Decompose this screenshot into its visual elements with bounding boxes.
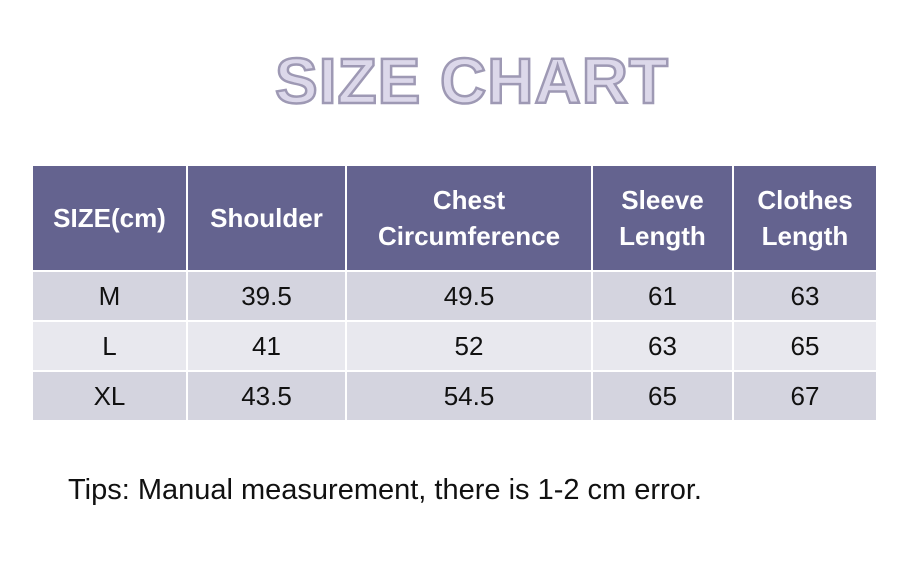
measurement-cell: 41 (188, 322, 345, 370)
header-row: SIZE(cm) Shoulder Chest Circumference Sleev… (33, 166, 876, 270)
column-header: Clothes Length (734, 166, 876, 270)
measurement-cell: 67 (734, 372, 876, 420)
table-body: M 39.5 49.5 61 63 L 41 52 63 65 XL 43.5 54.5 65 67 (33, 272, 876, 420)
size-cell: M (33, 272, 186, 320)
measurement-cell: 63 (734, 272, 876, 320)
table-row: M 39.5 49.5 61 63 (33, 272, 876, 320)
table-header: SIZE(cm) Shoulder Chest Circumference Sleev… (33, 166, 876, 270)
measurement-cell: 54.5 (347, 372, 591, 420)
table-row: L 41 52 63 65 (33, 322, 876, 370)
tips-text: Tips: Manual measurement, there is 1-2 c… (68, 474, 702, 506)
size-cell: L (33, 322, 186, 370)
column-header: Sleeve Length (593, 166, 732, 270)
table-row: XL 43.5 54.5 65 67 (33, 372, 876, 420)
size-table: SIZE(cm) Shoulder Chest Circumference Sleev… (31, 164, 878, 422)
measurement-cell: 63 (593, 322, 732, 370)
column-header: Shoulder (188, 166, 345, 270)
measurement-cell: 65 (734, 322, 876, 370)
measurement-cell: 65 (593, 372, 732, 420)
measurement-cell: 39.5 (188, 272, 345, 320)
page-title: SIZE CHART (274, 44, 670, 119)
size-cell: XL (33, 372, 186, 420)
column-header: Chest Circumference (347, 166, 591, 270)
measurement-cell: 43.5 (188, 372, 345, 420)
column-header: SIZE(cm) (33, 166, 186, 270)
measurement-cell: 61 (593, 272, 732, 320)
measurement-cell: 49.5 (347, 272, 591, 320)
measurement-cell: 52 (347, 322, 591, 370)
